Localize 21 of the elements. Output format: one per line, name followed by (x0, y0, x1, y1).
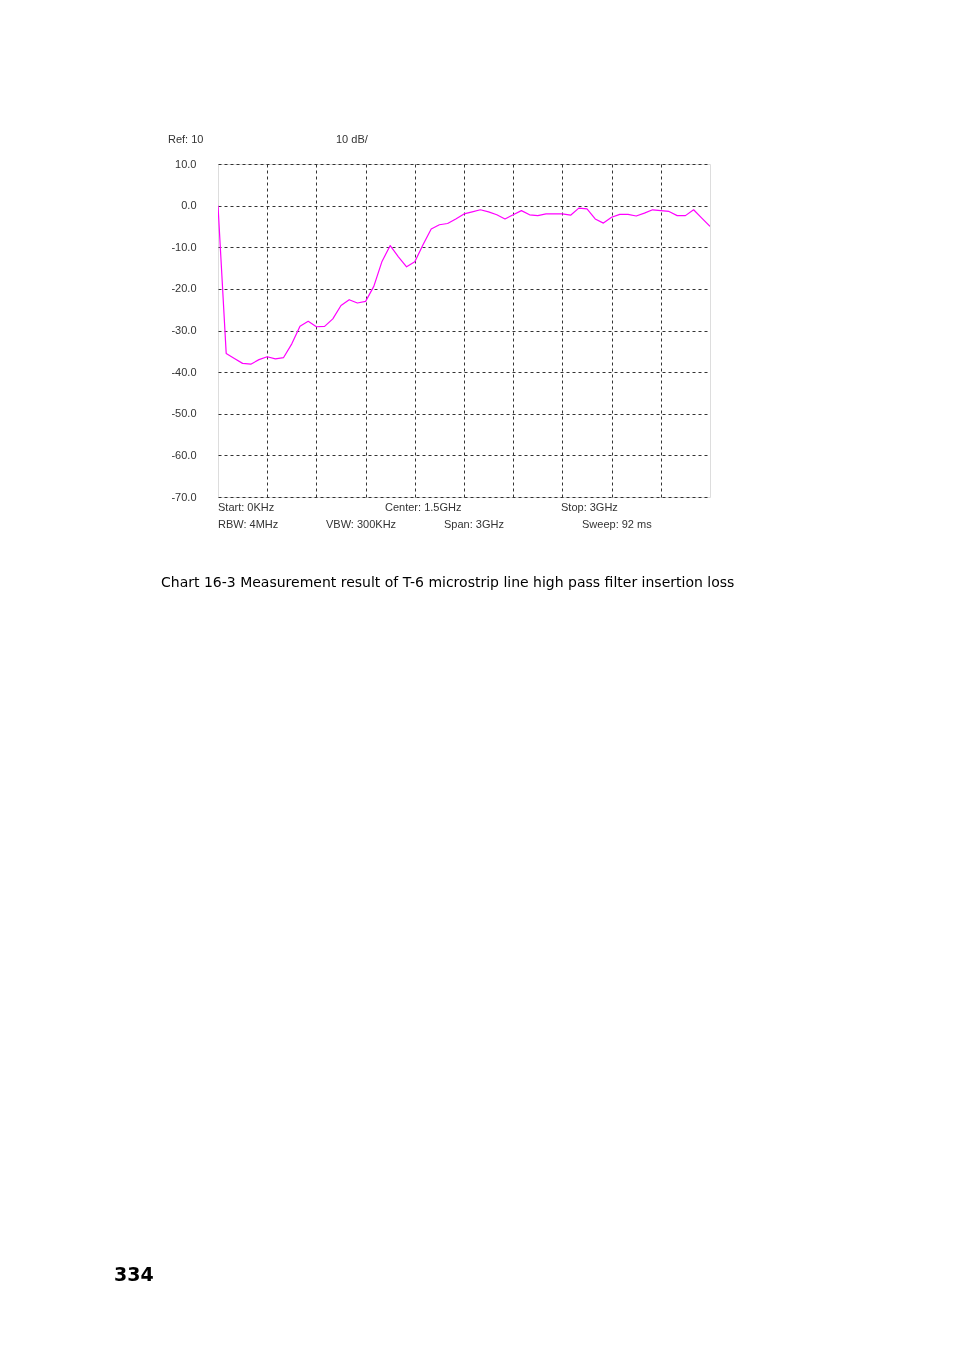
text: 10 dB/ (336, 133, 369, 145)
caption: Chart 16-3 Measurement result of T-6 microstrip line high pass filter insertion loss (161, 574, 735, 590)
y-tick-label: 10.0 (175, 157, 197, 170)
line-series (218, 205, 710, 365)
y-tick-label: 0.0 (181, 199, 197, 212)
y-tick-label: -10.0 (171, 240, 197, 253)
y-tick-label: -60.0 (171, 448, 197, 461)
text: RBW: 4MHz (218, 518, 279, 530)
text: Span: 3GHz (444, 518, 504, 530)
text: Ref: 10 (168, 133, 204, 145)
text: Stop: 3GHz (561, 501, 618, 513)
y-tick-label: -40.0 (171, 365, 197, 378)
text: Center: 1.5GHz (385, 501, 462, 513)
text: 334 (114, 1263, 154, 1285)
text: VBW: 300KHz (326, 518, 397, 530)
text: Sweep: 92 ms (582, 518, 653, 530)
text: Start: 0KHz (218, 501, 275, 513)
y-tick-label: -20.0 (171, 282, 197, 295)
y-tick-label: -30.0 (171, 324, 197, 336)
y-tick-label: -70.0 (171, 490, 197, 503)
y-tick-label: -50.0 (171, 407, 197, 420)
